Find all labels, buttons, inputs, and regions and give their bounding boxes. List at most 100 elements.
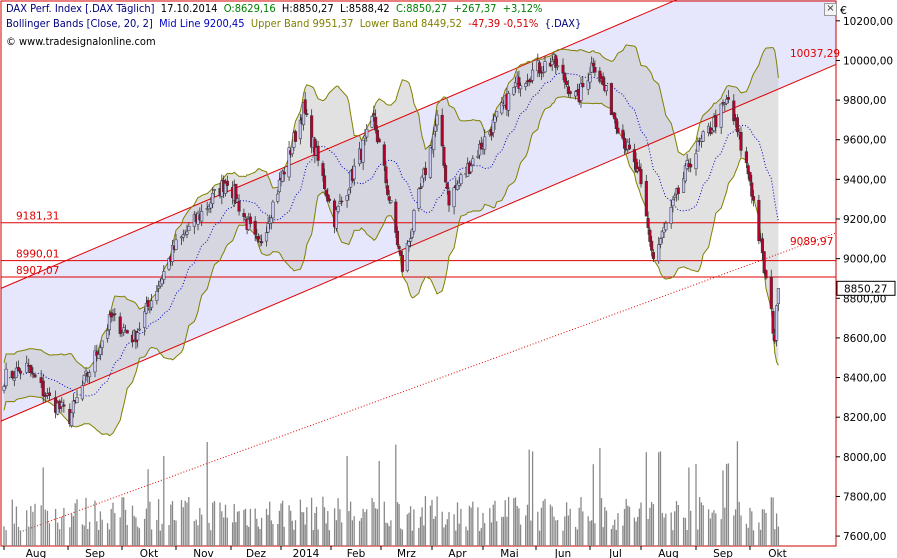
candle-body[interactable] <box>588 74 592 83</box>
candle-body[interactable] <box>82 375 86 384</box>
candle-body[interactable] <box>420 176 424 187</box>
candle-body[interactable] <box>293 131 298 142</box>
candle-body[interactable] <box>543 61 547 73</box>
candle-body[interactable] <box>601 76 605 86</box>
candle-body[interactable] <box>160 278 164 285</box>
candle-body[interactable] <box>336 206 340 212</box>
candle-body[interactable] <box>345 195 349 201</box>
channel-lower-line[interactable] <box>0 63 837 422</box>
candle-body[interactable] <box>340 200 344 203</box>
candle-body[interactable] <box>407 241 411 246</box>
candle-body[interactable] <box>10 371 14 378</box>
candle-body[interactable] <box>2 386 6 391</box>
candle-body[interactable] <box>276 193 280 202</box>
candle-body[interactable] <box>694 153 698 169</box>
candle-body[interactable] <box>144 302 148 314</box>
candle-body[interactable] <box>764 270 768 279</box>
candle-body[interactable] <box>382 144 386 166</box>
candle-body[interactable] <box>550 60 554 65</box>
candle-body[interactable] <box>459 174 463 185</box>
candle-body[interactable] <box>277 179 281 192</box>
candle-body[interactable] <box>701 131 705 142</box>
close-button[interactable]: × <box>824 3 837 16</box>
candle-body[interactable] <box>579 83 583 101</box>
candle-body[interactable] <box>352 165 356 180</box>
candle-body[interactable] <box>648 229 652 242</box>
candle-body[interactable] <box>751 196 756 201</box>
candle-body[interactable] <box>303 99 307 114</box>
candle-body[interactable] <box>586 80 590 90</box>
candle-body[interactable] <box>12 377 16 381</box>
candle-body[interactable] <box>750 182 754 197</box>
candle-body[interactable] <box>757 199 761 242</box>
candle-body[interactable] <box>399 251 403 256</box>
candle-body[interactable] <box>405 243 409 271</box>
candle-body[interactable] <box>554 55 558 68</box>
candle-body[interactable] <box>609 83 613 115</box>
candle-body[interactable] <box>639 169 643 185</box>
candle-body[interactable] <box>507 93 511 111</box>
candle-body[interactable] <box>664 222 668 231</box>
candle-body[interactable] <box>746 165 750 175</box>
candle-body[interactable] <box>771 311 775 334</box>
candle-body[interactable] <box>316 145 320 161</box>
candle-body[interactable] <box>212 189 217 191</box>
candle-body[interactable] <box>538 62 542 74</box>
candle-body[interactable] <box>721 102 725 104</box>
candle-body[interactable] <box>386 185 390 195</box>
candle-body[interactable] <box>157 285 161 289</box>
candle-body[interactable] <box>107 314 111 331</box>
candle-body[interactable] <box>556 65 560 68</box>
candle-body[interactable] <box>689 163 693 168</box>
candle-body[interactable] <box>760 238 764 254</box>
candle-body[interactable] <box>397 246 401 250</box>
candle-body[interactable] <box>444 165 448 183</box>
candle-body[interactable] <box>242 213 246 217</box>
candle-body[interactable] <box>561 64 565 73</box>
candle-body[interactable] <box>563 72 567 83</box>
candle-body[interactable] <box>33 374 37 378</box>
candle-body[interactable] <box>714 115 718 128</box>
candle-body[interactable] <box>646 217 650 228</box>
candle-body[interactable] <box>25 362 29 373</box>
candle-body[interactable] <box>327 198 331 201</box>
candle-body[interactable] <box>696 141 700 152</box>
candle-body[interactable] <box>372 113 376 116</box>
candle-body[interactable] <box>574 91 578 97</box>
candle-body[interactable] <box>476 156 480 158</box>
candle-body[interactable] <box>181 234 185 238</box>
candle-body[interactable] <box>62 404 66 407</box>
candle-body[interactable] <box>452 187 456 208</box>
candle-body[interactable] <box>671 199 675 207</box>
candle-body[interactable] <box>644 180 648 217</box>
candle-body[interactable] <box>264 232 269 242</box>
candle-body[interactable] <box>442 146 446 166</box>
candle-body[interactable] <box>47 392 51 396</box>
candle-body[interactable] <box>97 354 101 359</box>
candle-body[interactable] <box>423 167 427 176</box>
candle-body[interactable] <box>440 114 444 147</box>
candle-body[interactable] <box>566 86 570 95</box>
candle-body[interactable] <box>16 367 21 371</box>
candle-body[interactable] <box>657 244 661 262</box>
candle-body[interactable] <box>512 87 516 95</box>
candle-body[interactable] <box>412 210 416 232</box>
channel-upper-line[interactable] <box>0 0 836 289</box>
candle-body[interactable] <box>70 412 74 427</box>
candle-body[interactable] <box>113 313 117 315</box>
candle-body[interactable] <box>433 125 437 132</box>
candle-body[interactable] <box>581 82 585 87</box>
candle-body[interactable] <box>384 166 388 184</box>
candle-body[interactable] <box>225 180 229 186</box>
candle-body[interactable] <box>739 131 743 151</box>
candle-body[interactable] <box>744 151 748 164</box>
candle-body[interactable] <box>432 133 436 151</box>
candle-body[interactable] <box>658 238 663 245</box>
long-term-trend-line[interactable] <box>19 232 837 533</box>
candle-body[interactable] <box>269 217 273 224</box>
candle-body[interactable] <box>725 98 729 104</box>
candle-body[interactable] <box>710 129 714 133</box>
candle-body[interactable] <box>616 127 620 134</box>
